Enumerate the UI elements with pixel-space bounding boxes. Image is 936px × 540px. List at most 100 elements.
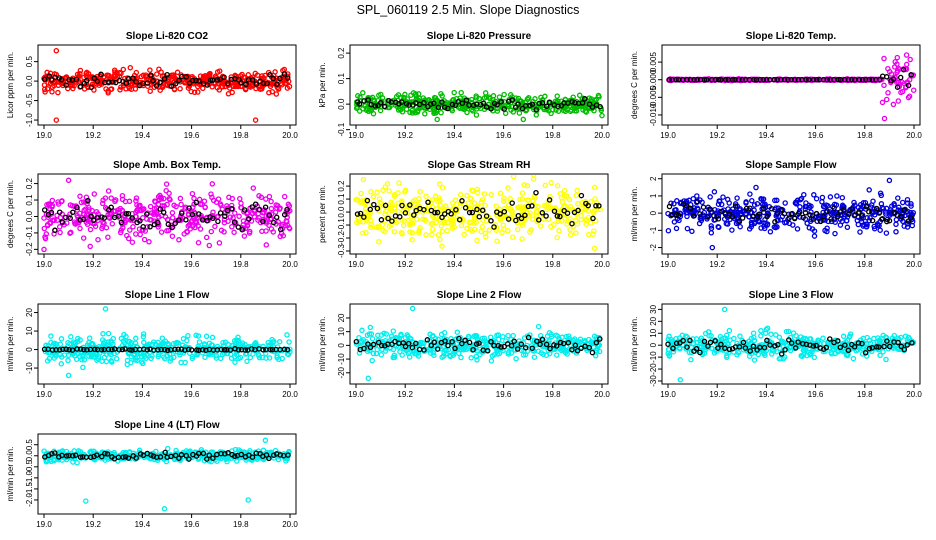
panel-title: Slope Sample Flow xyxy=(745,160,836,171)
data-point xyxy=(216,240,223,246)
data-point xyxy=(141,339,147,346)
data-point xyxy=(708,225,715,232)
data-point xyxy=(165,341,172,348)
y-axis-label: ml/min per min. xyxy=(318,317,327,372)
data-point xyxy=(797,204,803,210)
data-point xyxy=(356,334,362,341)
data-point xyxy=(575,200,581,207)
data-point xyxy=(415,91,422,97)
data-point xyxy=(181,231,187,237)
data-point xyxy=(449,216,456,222)
y-tick-label: -1.5 xyxy=(25,481,34,495)
data-point xyxy=(439,184,446,191)
data-point xyxy=(461,231,467,238)
data-point xyxy=(376,239,382,245)
data-point xyxy=(707,194,713,200)
y-axis-label: degrees C per min. xyxy=(630,51,639,119)
data-point xyxy=(266,355,273,361)
reference-point xyxy=(193,199,200,206)
data-point xyxy=(820,348,827,355)
scatter-points xyxy=(353,305,603,382)
reference-point xyxy=(221,74,227,81)
data-point xyxy=(417,225,423,231)
data-point xyxy=(739,208,746,215)
data-point xyxy=(378,352,385,358)
x-tick-label: 19.0 xyxy=(660,390,676,399)
data-point xyxy=(360,106,366,112)
reference-point xyxy=(137,218,143,224)
data-point xyxy=(130,224,136,230)
reference-point xyxy=(389,341,395,347)
reference-point xyxy=(669,212,675,218)
x-tick-label: 19.6 xyxy=(184,520,200,529)
reference-point xyxy=(462,337,468,344)
reference-point xyxy=(210,215,216,222)
data-point xyxy=(382,228,388,235)
data-point xyxy=(407,336,413,342)
reference-point xyxy=(856,209,862,215)
data-point xyxy=(132,86,139,92)
data-point xyxy=(404,210,411,216)
data-point xyxy=(102,343,109,350)
data-point xyxy=(570,94,576,100)
data-point xyxy=(474,186,481,193)
data-point xyxy=(108,195,114,201)
reference-point xyxy=(697,349,703,356)
outlier-point xyxy=(709,244,716,251)
data-point xyxy=(283,80,289,86)
data-point xyxy=(404,332,410,338)
reference-point xyxy=(52,74,58,80)
y-tick-label: -0.5 xyxy=(25,93,34,107)
data-point xyxy=(474,357,480,363)
data-point xyxy=(515,204,521,211)
data-point xyxy=(482,90,489,96)
data-point xyxy=(127,227,133,233)
data-point xyxy=(473,219,479,225)
reference-point xyxy=(270,75,277,82)
reference-point xyxy=(697,211,703,217)
reference-point xyxy=(402,343,409,350)
data-point xyxy=(145,352,151,359)
data-point xyxy=(824,228,830,235)
reference-point xyxy=(204,82,210,88)
data-point xyxy=(87,226,94,233)
reference-point xyxy=(904,342,910,348)
data-point xyxy=(468,355,474,361)
data-point xyxy=(121,340,128,346)
reference-point xyxy=(823,344,830,351)
data-point xyxy=(809,349,815,355)
data-point xyxy=(893,221,899,228)
data-point xyxy=(555,218,561,225)
data-point xyxy=(417,188,423,195)
data-point xyxy=(363,229,369,236)
reference-point xyxy=(46,73,53,79)
data-point xyxy=(137,231,143,238)
reference-point xyxy=(575,207,581,214)
reference-point xyxy=(439,214,445,221)
data-point xyxy=(725,206,731,212)
data-point xyxy=(438,109,444,116)
data-point xyxy=(673,225,680,232)
reference-point xyxy=(543,341,550,348)
data-point xyxy=(879,99,886,106)
data-point xyxy=(756,219,763,225)
data-point xyxy=(811,354,818,361)
data-point xyxy=(126,449,132,456)
reference-point xyxy=(160,209,167,216)
data-point xyxy=(215,213,221,220)
reference-point xyxy=(835,76,841,83)
data-point xyxy=(674,198,680,204)
data-point xyxy=(58,336,65,342)
data-point xyxy=(561,187,568,194)
outlier-point xyxy=(252,117,259,123)
data-point xyxy=(408,219,414,226)
data-point xyxy=(820,335,826,341)
data-point xyxy=(468,96,475,103)
reference-point xyxy=(73,76,80,83)
reference-point xyxy=(421,347,427,353)
reference-point xyxy=(378,217,385,223)
reference-point xyxy=(442,338,448,344)
x-tick-label: 20.0 xyxy=(282,131,298,140)
outlier-point xyxy=(65,177,72,184)
reference-point xyxy=(370,341,377,348)
